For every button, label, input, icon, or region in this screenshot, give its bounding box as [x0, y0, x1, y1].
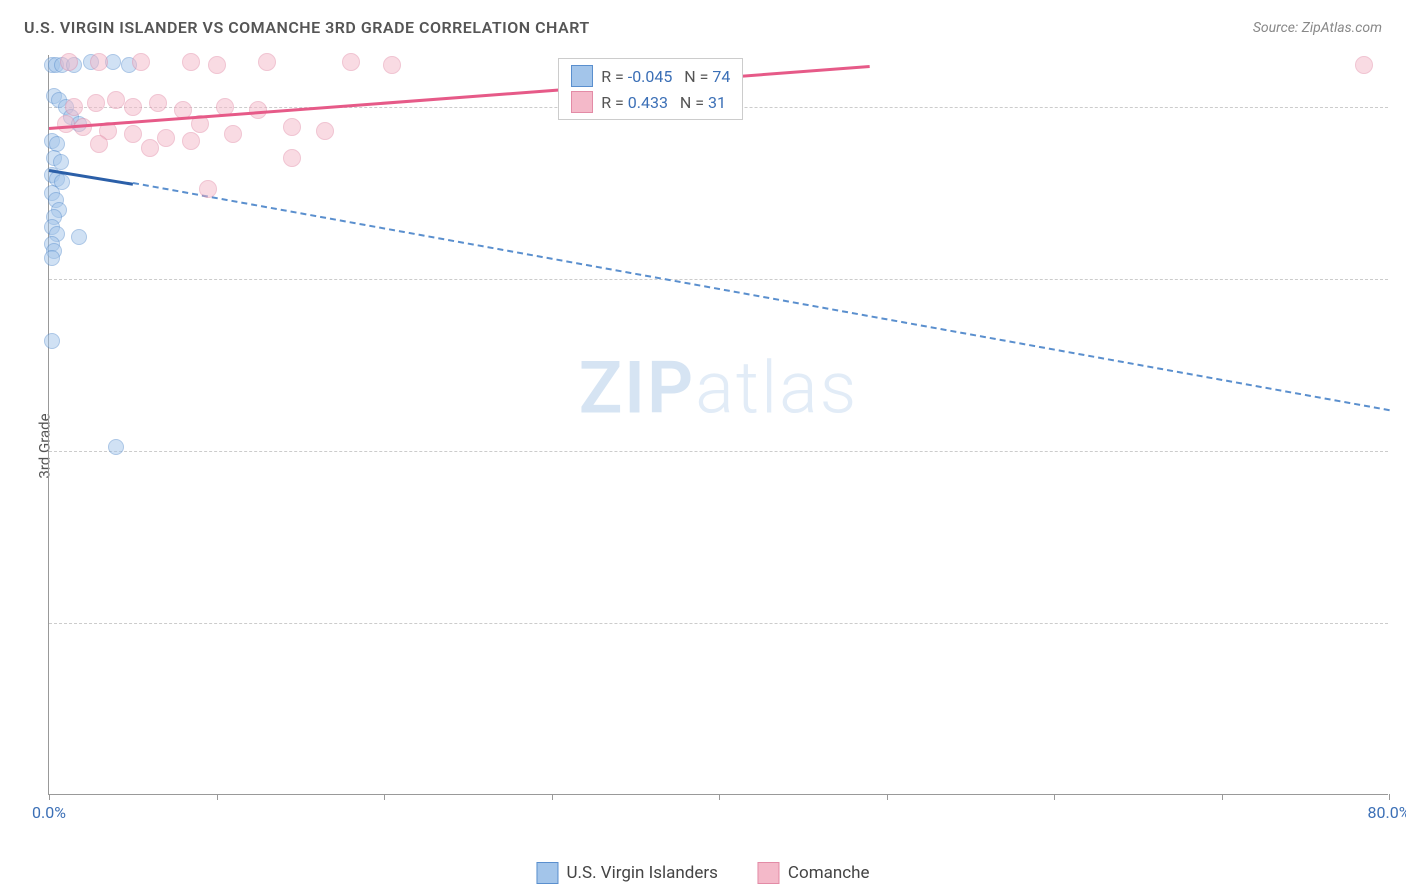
y-tick-label: 100.0%: [1398, 97, 1406, 116]
data-point: [108, 439, 124, 455]
data-point: [65, 98, 83, 116]
x-tick: [1222, 794, 1223, 800]
x-tick: [1389, 794, 1390, 800]
x-tick: [719, 794, 720, 800]
x-tick: [1054, 794, 1055, 800]
x-tick: [49, 794, 50, 800]
y-tick-label: 90.0%: [1398, 441, 1406, 460]
stats-legend-row: R = 0.433 N = 31: [571, 91, 730, 113]
data-point: [124, 98, 142, 116]
x-tick-label: 0.0%: [32, 803, 66, 822]
legend-item: Comanche: [758, 862, 870, 884]
gridline-h: [49, 623, 1388, 624]
trend-line-dashed: [133, 182, 1390, 411]
data-point: [283, 149, 301, 167]
data-point: [208, 56, 226, 74]
data-point: [60, 53, 78, 71]
chart-header: U.S. VIRGIN ISLANDER VS COMANCHE 3RD GRA…: [0, 0, 1406, 49]
data-point: [383, 56, 401, 74]
stats-legend-row: R = -0.045 N = 74: [571, 65, 730, 87]
data-point: [141, 139, 159, 157]
x-tick: [384, 794, 385, 800]
x-tick: [217, 794, 218, 800]
data-point: [90, 135, 108, 153]
chart-plot-area: ZIPatlas 85.0%90.0%95.0%100.0%0.0%80.0%R…: [48, 55, 1388, 795]
legend-swatch: [571, 65, 593, 87]
data-point: [107, 91, 125, 109]
data-point: [283, 118, 301, 136]
legend-swatch: [536, 862, 558, 884]
data-point: [258, 53, 276, 71]
legend-swatch: [758, 862, 780, 884]
data-point: [44, 333, 60, 349]
x-tick: [552, 794, 553, 800]
trend-line: [49, 65, 870, 130]
data-point: [57, 115, 75, 133]
data-point: [149, 94, 167, 112]
legend-label: Comanche: [788, 863, 870, 883]
data-point: [71, 229, 87, 245]
data-point: [182, 53, 200, 71]
data-point: [316, 122, 334, 140]
data-point: [224, 125, 242, 143]
data-point: [87, 94, 105, 112]
data-point: [132, 53, 150, 71]
chart-title: U.S. VIRGIN ISLANDER VS COMANCHE 3RD GRA…: [24, 18, 590, 37]
stats-legend: R = -0.045 N = 74 R = 0.433 N = 31: [558, 58, 743, 120]
gridline-h: [49, 279, 1388, 280]
legend-label: U.S. Virgin Islanders: [566, 863, 717, 883]
legend-item: U.S. Virgin Islanders: [536, 862, 717, 884]
data-point: [199, 180, 217, 198]
x-tick-label: 80.0%: [1368, 803, 1406, 822]
legend-swatch: [571, 91, 593, 113]
gridline-h: [49, 451, 1388, 452]
data-point: [90, 53, 108, 71]
data-point: [342, 53, 360, 71]
data-point: [1355, 56, 1373, 74]
legend-bottom: U.S. Virgin Islanders Comanche: [536, 862, 869, 884]
x-tick: [887, 794, 888, 800]
stats-legend-text: R = 0.433 N = 31: [601, 93, 726, 112]
y-tick-label: 85.0%: [1398, 613, 1406, 632]
data-point: [157, 129, 175, 147]
data-point: [182, 132, 200, 150]
watermark: ZIPatlas: [579, 345, 859, 430]
data-point: [124, 125, 142, 143]
data-point: [44, 250, 60, 266]
stats-legend-text: R = -0.045 N = 74: [601, 67, 730, 86]
y-tick-label: 95.0%: [1398, 269, 1406, 288]
source-text: Source: ZipAtlas.com: [1253, 20, 1382, 36]
